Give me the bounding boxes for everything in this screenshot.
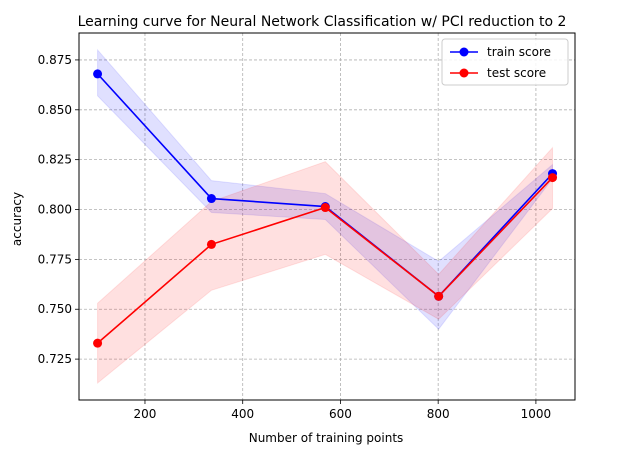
legend-marker-train-score: [459, 47, 469, 57]
y-tick-label: 0.750: [38, 302, 72, 316]
data-point-test-score: [206, 239, 216, 249]
legend-label-train-score: train score: [487, 45, 551, 59]
x-tick-label: 200: [134, 407, 157, 421]
y-tick-label: 0.800: [38, 203, 72, 217]
x-axis-title: Number of training points: [249, 431, 404, 445]
plot-frame: [78, 32, 576, 401]
x-tick-label: 800: [427, 407, 450, 421]
x-tick-label: 600: [329, 407, 352, 421]
data-point-test-score: [434, 291, 444, 301]
confidence-bands: [97, 48, 554, 385]
legend-marker-test-score: [459, 68, 469, 78]
y-axis-title: accuracy: [10, 192, 24, 246]
data-point-test-score: [548, 173, 558, 183]
series-points: [93, 69, 558, 348]
x-axis-ticks: 200 400 600 800 1000: [134, 400, 552, 421]
y-tick-label: 0.850: [38, 103, 72, 117]
data-point-test-score: [93, 338, 103, 348]
legend-label-test-score: test score: [487, 66, 546, 80]
y-tick-label: 0.825: [38, 153, 72, 167]
data-point-train-score: [93, 69, 103, 79]
legend: train score test score: [441, 38, 569, 86]
data-point-train-score: [206, 194, 216, 204]
y-tick-label: 0.875: [38, 53, 72, 67]
x-tick-label: 400: [231, 407, 254, 421]
confidence-band-test-score: [97, 146, 554, 385]
chart-title: Learning curve for Neural Network Classi…: [78, 14, 567, 30]
grid-lines: [79, 33, 575, 400]
x-tick-label: 1000: [521, 407, 552, 421]
y-tick-label: 0.725: [38, 352, 72, 366]
data-point-test-score: [320, 203, 330, 213]
y-axis-ticks: 0.725 0.750 0.775 0.800 0.825 0.850 0.875: [38, 53, 79, 366]
y-tick-label: 0.775: [38, 252, 72, 266]
